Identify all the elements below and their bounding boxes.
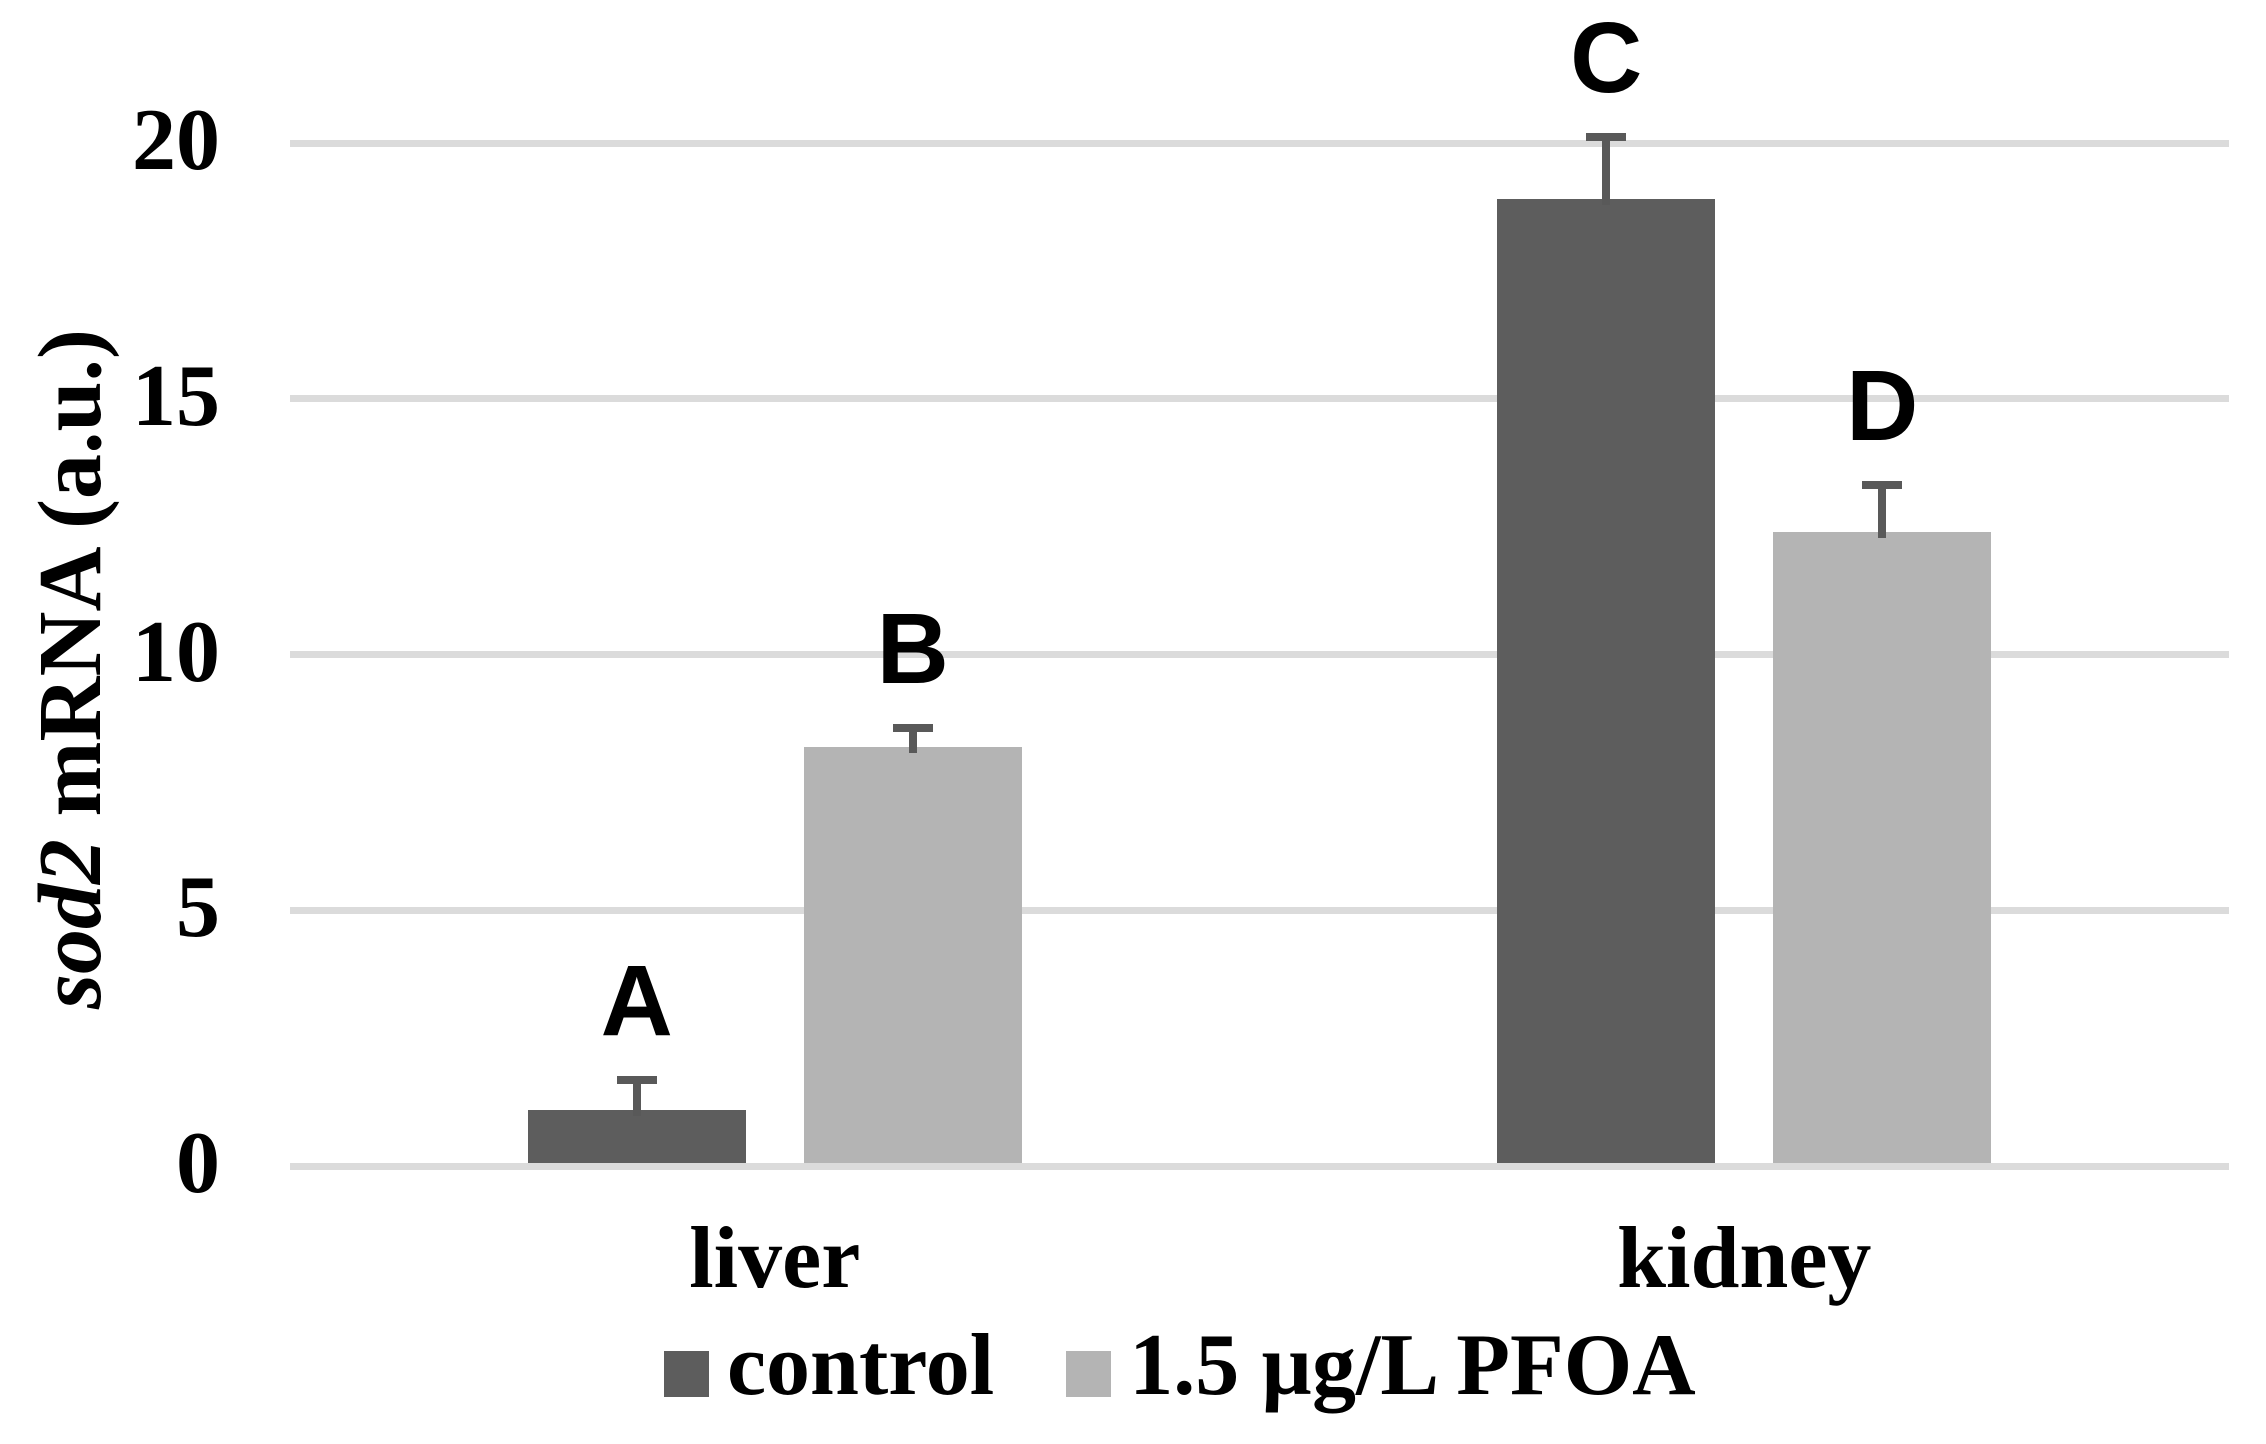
- gridline-15: [290, 395, 2229, 403]
- sig-label-A: A: [600, 945, 673, 1058]
- gridline-20: [290, 139, 2229, 147]
- sig-label-B: B: [876, 592, 949, 705]
- legend-marker-control: [664, 1351, 709, 1397]
- error-bar-cap-liver-0: [616, 1076, 657, 1085]
- y-tick-label-0: 0: [176, 1115, 220, 1212]
- error-bar-line-liver-0: [632, 1076, 641, 1116]
- gridline-5: [290, 906, 2229, 914]
- error-bar-line-kidney-1: [1878, 480, 1887, 538]
- error-bar-cap-kidney-0: [1586, 132, 1627, 141]
- error-bar-line-kidney-0: [1602, 132, 1611, 206]
- bar-liver-1: [803, 746, 1022, 1163]
- bar-kidney-0: [1497, 199, 1716, 1163]
- gridline-10: [290, 651, 2229, 658]
- sig-label-D: D: [1846, 349, 1919, 462]
- legend-label-pfoa: 1.5 µg/L PFOA: [1129, 1317, 1696, 1414]
- bar-kidney-1: [1773, 531, 1992, 1163]
- error-bar-cap-liver-1: [892, 723, 933, 732]
- x-category-label-kidney: kidney: [1617, 1210, 1872, 1307]
- error-bar-cap-kidney-1: [1862, 480, 1903, 489]
- y-tick-label-10: 10: [132, 603, 220, 701]
- sig-label-C: C: [1570, 1, 1643, 114]
- legend-item-pfoa: 1.5 µg/L PFOA: [1066, 1322, 1696, 1410]
- y-tick-label-20: 20: [132, 92, 220, 189]
- legend: control 1.5 µg/L PFOA: [664, 1322, 1696, 1410]
- bar-liver-0: [527, 1109, 746, 1163]
- error-bar-line-liver-1: [908, 723, 917, 753]
- legend-label-control: control: [727, 1317, 995, 1414]
- legend-item-control: control: [664, 1322, 994, 1410]
- legend-marker-pfoa: [1066, 1351, 1112, 1397]
- y-tick-label-5: 5: [176, 859, 220, 957]
- y-tick-label-15: 15: [132, 347, 220, 445]
- x-category-label-liver: liver: [689, 1210, 861, 1307]
- gridline-0: [290, 1162, 2229, 1170]
